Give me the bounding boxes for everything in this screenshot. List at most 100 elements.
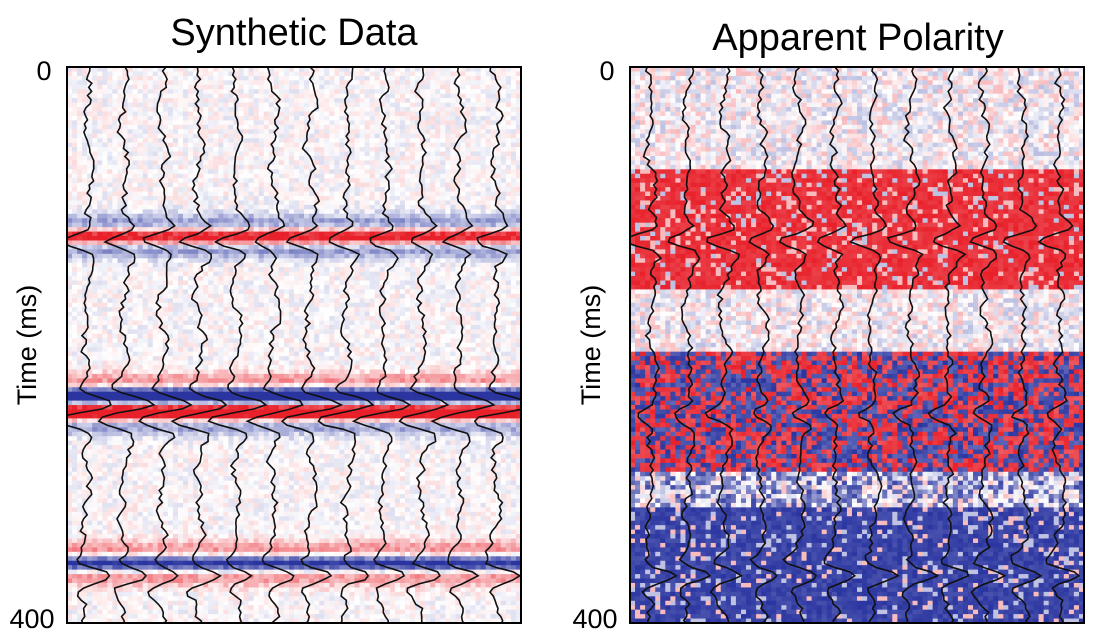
amplitude-cell (238, 418, 245, 424)
amplitude-cell (228, 516, 235, 522)
amplitude-cell (167, 556, 174, 562)
amplitude-cell (77, 129, 83, 135)
amplitude-cell (67, 547, 73, 553)
amplitude-cell (213, 489, 219, 495)
amplitude-cell (132, 373, 139, 379)
amplitude-cell (72, 365, 78, 371)
amplitude-cell (223, 440, 230, 446)
amplitude-cell (122, 182, 129, 188)
amplitude-cell (152, 574, 159, 580)
amplitude-cell (188, 373, 194, 379)
amplitude-cell (97, 511, 103, 517)
amplitude-cell (77, 578, 83, 584)
amplitude-cell (132, 458, 139, 464)
amplitude-cell (177, 115, 184, 121)
amplitude-cell (132, 298, 139, 304)
amplitude-cell (82, 436, 88, 442)
amplitude-cell (102, 511, 108, 517)
amplitude-cell (122, 516, 129, 522)
amplitude-cell (172, 227, 179, 233)
amplitude-cell (137, 262, 144, 268)
amplitude-cell (213, 373, 219, 379)
amplitude-cell (188, 529, 194, 535)
amplitude-cell (183, 422, 189, 428)
amplitude-cell (77, 187, 83, 193)
amplitude-cell (183, 574, 189, 580)
amplitude-cell (203, 462, 209, 468)
amplitude-cell (228, 262, 235, 268)
amplitude-cell (122, 302, 129, 308)
amplitude-cell (112, 307, 119, 313)
amplitude-cell (117, 609, 124, 615)
amplitude-cell (117, 476, 124, 482)
amplitude-cell (253, 520, 260, 526)
amplitude-cell (67, 516, 73, 522)
amplitude-cell (117, 400, 124, 406)
amplitude-cell (203, 298, 209, 304)
amplitude-cell (258, 236, 265, 242)
amplitude-cell (142, 542, 149, 548)
amplitude-cell (132, 467, 139, 473)
amplitude-cell (77, 351, 83, 357)
amplitude-cell (137, 498, 144, 504)
amplitude-cell (208, 551, 214, 557)
amplitude-cell (248, 400, 255, 406)
amplitude-cell (127, 587, 134, 593)
amplitude-cell (177, 409, 184, 415)
amplitude-cell (213, 316, 219, 322)
amplitude-cell (137, 187, 144, 193)
amplitude-cell (112, 525, 119, 531)
amplitude-cell (92, 67, 98, 73)
amplitude-cell (218, 356, 224, 362)
amplitude-cell (263, 569, 270, 575)
amplitude-cell (162, 578, 169, 584)
amplitude-cell (67, 578, 73, 584)
amplitude-cell (258, 480, 265, 486)
amplitude-cell (152, 405, 159, 411)
amplitude-cell (238, 84, 245, 90)
amplitude-cell (198, 120, 204, 126)
amplitude-cell (223, 556, 230, 562)
amplitude-cell (258, 542, 265, 548)
amplitude-cell (132, 98, 139, 104)
amplitude-cell (107, 574, 113, 580)
amplitude-cell (72, 431, 78, 437)
amplitude-cell (157, 387, 164, 393)
amplitude-cell (172, 276, 179, 282)
amplitude-cell (92, 169, 98, 175)
amplitude-cell (238, 356, 245, 362)
amplitude-cell (218, 591, 224, 597)
amplitude-cell (87, 284, 93, 290)
amplitude-cell (162, 191, 169, 197)
amplitude-cell (97, 280, 103, 286)
amplitude-cell (137, 173, 144, 179)
amplitude-cell (263, 405, 270, 411)
amplitude-cell (107, 413, 113, 419)
amplitude-cell (132, 320, 139, 326)
amplitude-cell (67, 440, 73, 446)
amplitude-cell (137, 560, 144, 566)
amplitude-cell (147, 436, 154, 442)
amplitude-cell (87, 369, 93, 375)
amplitude-cell (92, 431, 98, 437)
amplitude-cell (137, 436, 144, 442)
amplitude-cell (238, 147, 245, 153)
amplitude-cell (193, 462, 199, 468)
amplitude-cell (77, 591, 83, 597)
amplitude-cell (107, 494, 113, 500)
amplitude-cell (198, 556, 204, 562)
amplitude-cell (177, 600, 184, 606)
amplitude-cell (243, 445, 250, 451)
amplitude-cell (183, 213, 189, 219)
amplitude-cell (258, 445, 265, 451)
amplitude-cell (72, 591, 78, 597)
amplitude-cell (87, 560, 93, 566)
amplitude-cell (177, 556, 184, 562)
amplitude-cell (72, 249, 78, 255)
amplitude-cell (102, 222, 108, 228)
amplitude-cell (67, 262, 73, 268)
amplitude-cell (67, 476, 73, 482)
amplitude-cell (67, 236, 73, 242)
amplitude-cell (107, 587, 113, 593)
amplitude-cell (223, 351, 230, 357)
